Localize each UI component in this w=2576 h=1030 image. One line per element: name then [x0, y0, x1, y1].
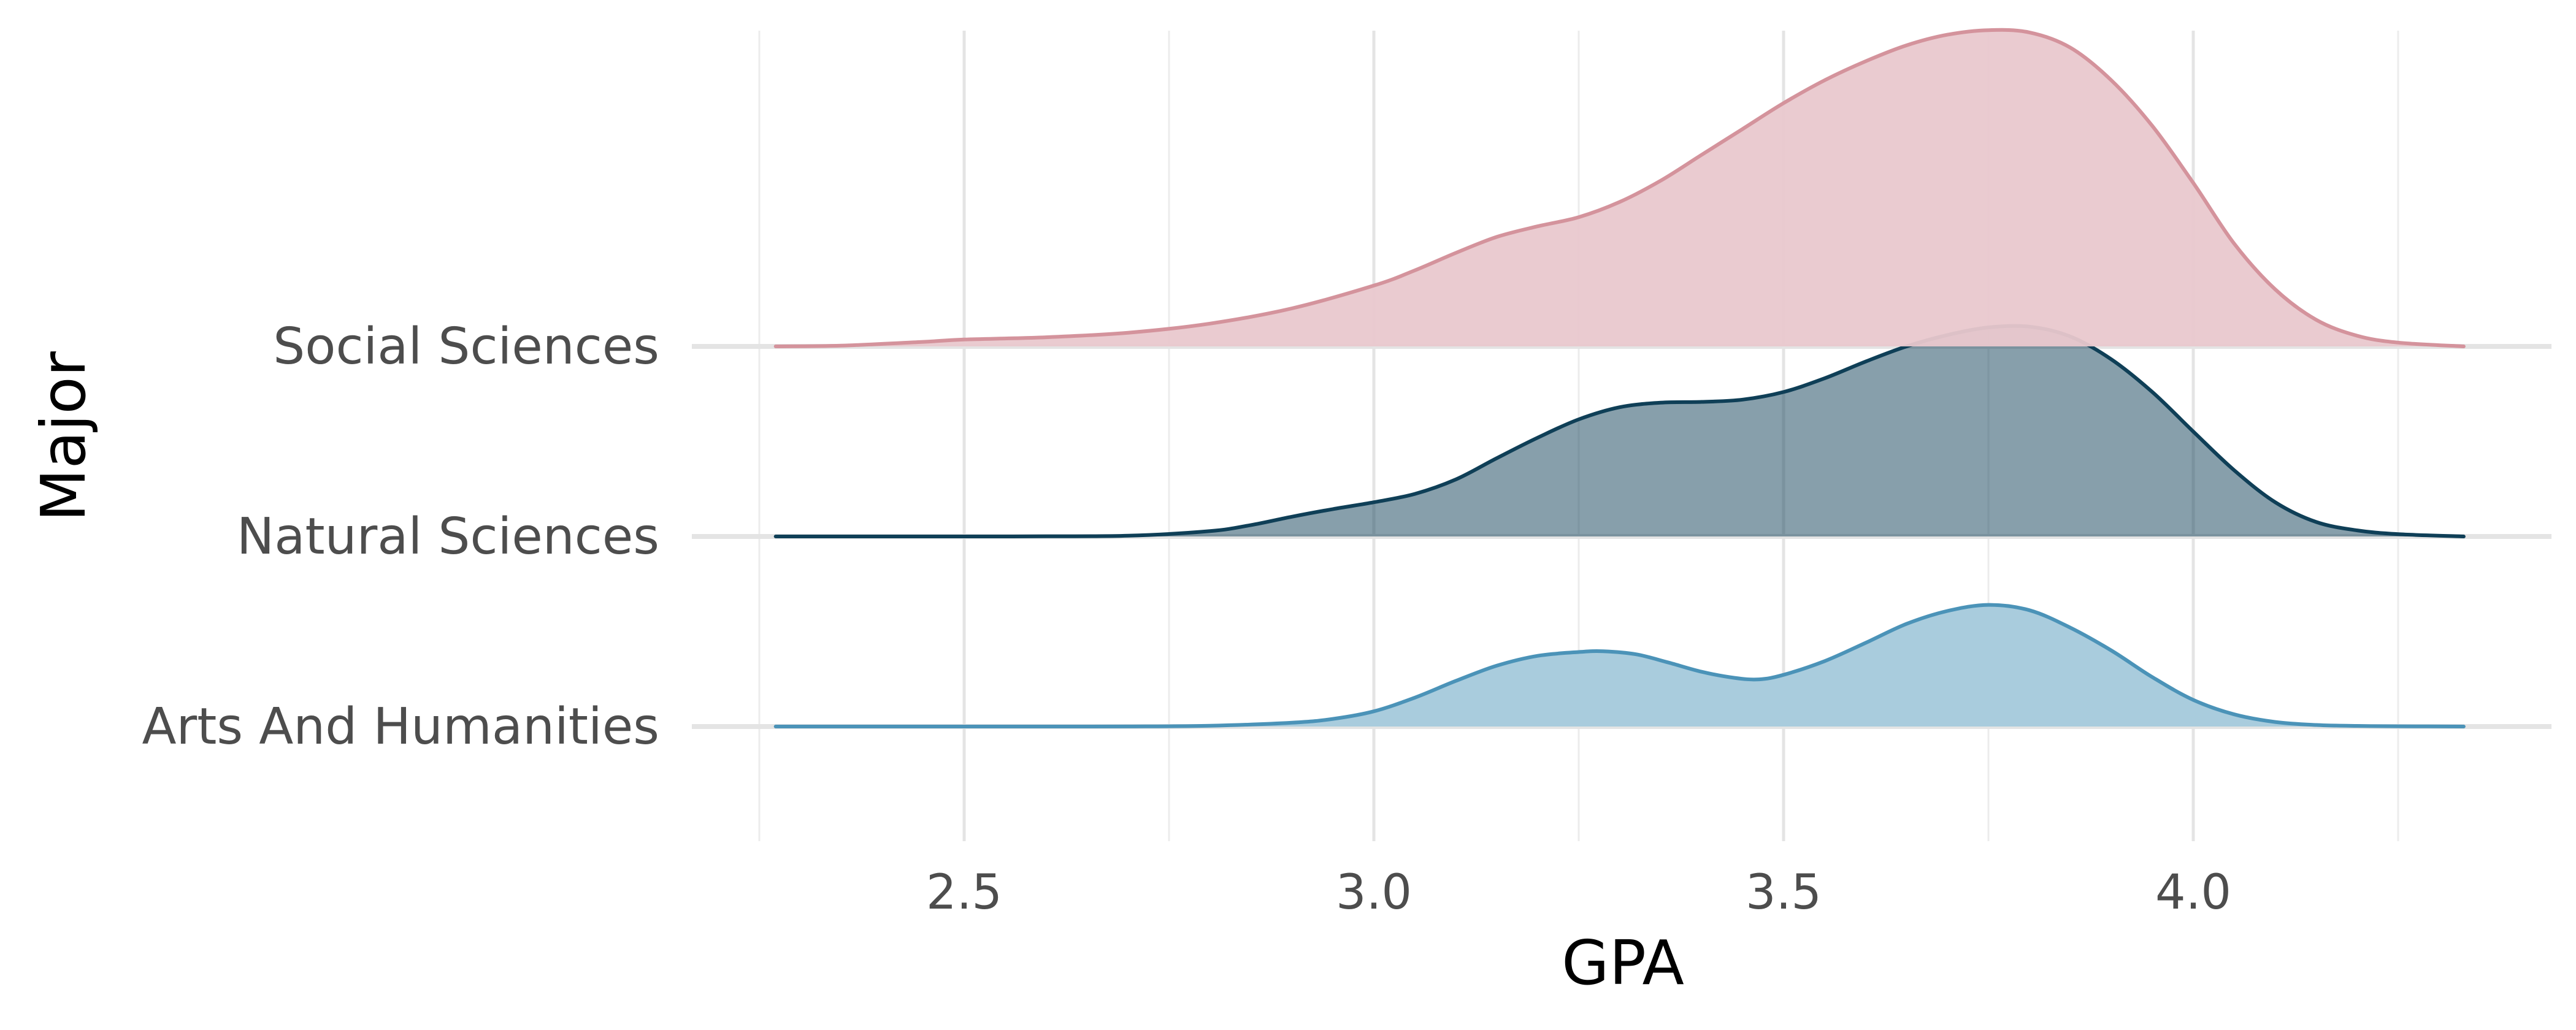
- ridge-line-social-sciences: [773, 28, 2466, 348]
- ridge-line-natural-sciences: [773, 324, 2466, 539]
- ridge-layer: [773, 28, 2466, 729]
- y-category-label: Arts And Humanities: [142, 698, 659, 756]
- y-category-label: Social Sciences: [273, 318, 659, 376]
- label-layer: 2.5 3.0 3.5 4.0 Arts And Humanities Natural S…: [142, 318, 2231, 920]
- ridge-area-social-sciences: [775, 29, 2464, 347]
- ridge-area-natural-sciences: [775, 326, 2464, 536]
- x-tick-label: 3.5: [1746, 865, 1822, 920]
- ridge-line-arts-and-humanities: [773, 603, 2466, 729]
- y-axis-title: Major: [28, 351, 99, 522]
- x-tick-label: 2.5: [926, 865, 1002, 920]
- x-tick-label: 4.0: [2155, 865, 2231, 920]
- y-category-label: Natural Sciences: [237, 508, 659, 566]
- ridge-area-arts-and-humanities: [775, 605, 2464, 727]
- x-tick-label: 3.0: [1336, 865, 1412, 920]
- x-axis-title: GPA: [1562, 927, 1684, 999]
